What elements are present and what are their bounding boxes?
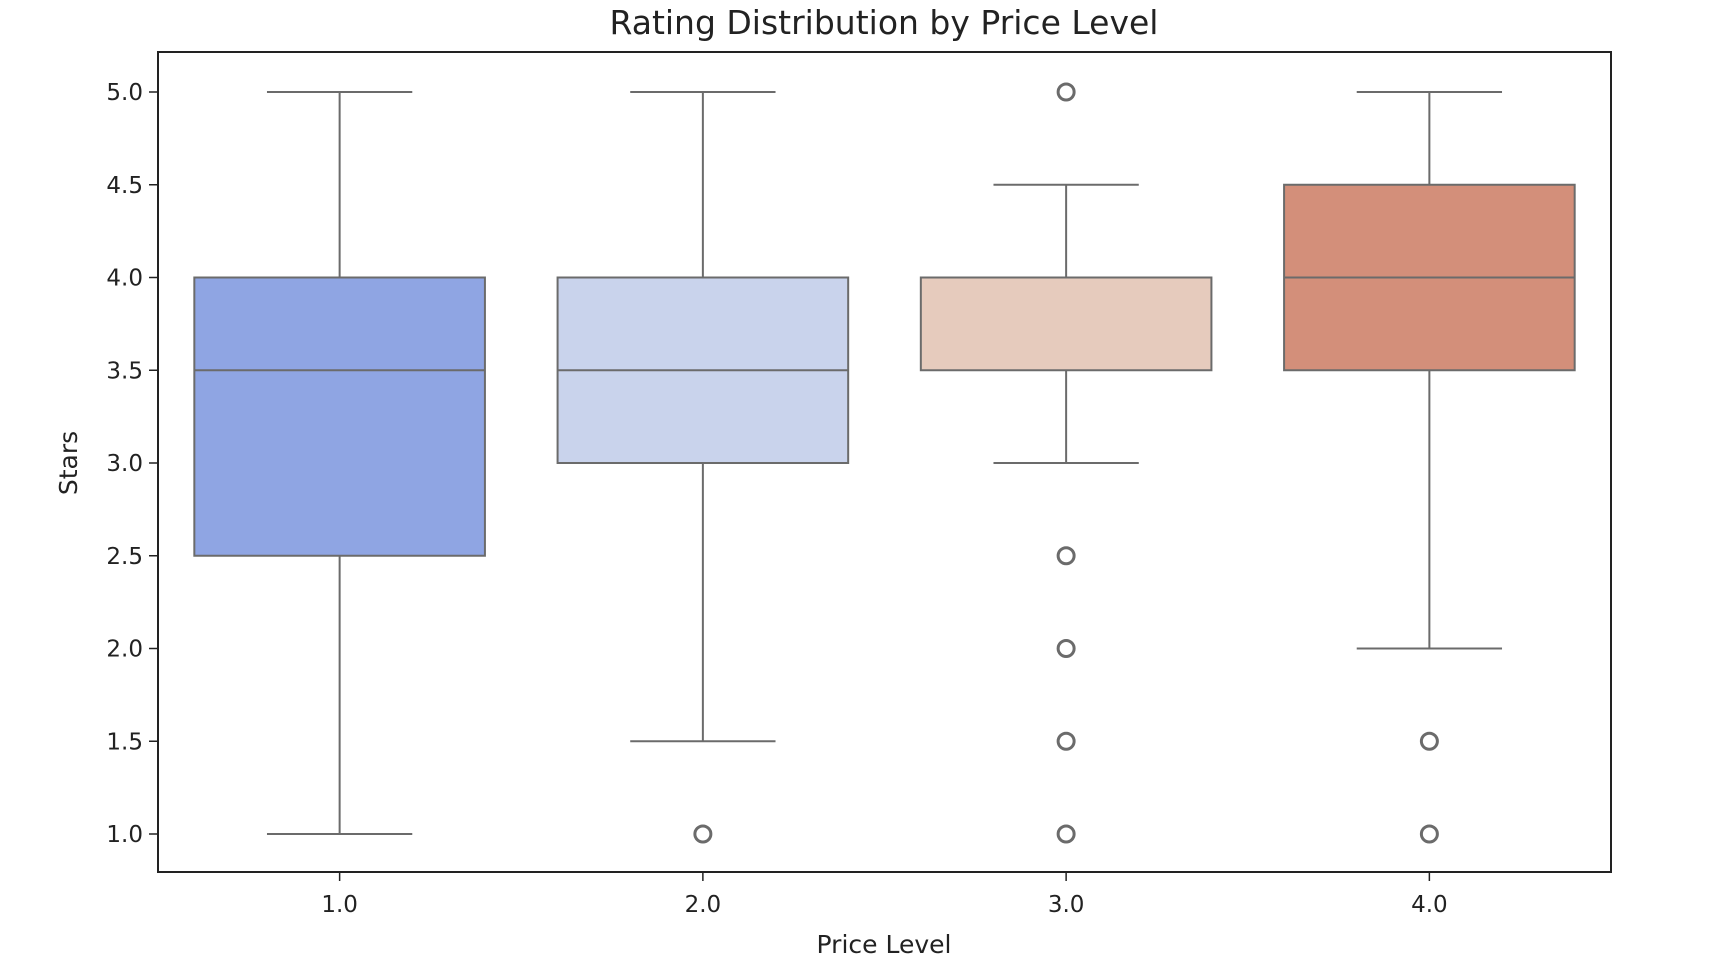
x-tick-label: 4.0 bbox=[1411, 892, 1448, 918]
outlier-point bbox=[1056, 731, 1076, 751]
chart-title: Rating Distribution by Price Level bbox=[610, 3, 1159, 42]
box-group-2.0 bbox=[556, 91, 850, 844]
x-tick-label: 1.0 bbox=[321, 892, 358, 918]
outlier-point bbox=[1419, 824, 1439, 844]
y-tick-label: 2.0 bbox=[106, 637, 143, 663]
y-tick-label: 2.5 bbox=[106, 544, 143, 570]
y-tick-label: 4.0 bbox=[106, 266, 143, 292]
box-group-1.0 bbox=[193, 91, 486, 835]
box-group-3.0 bbox=[919, 82, 1213, 844]
box-group-4.0 bbox=[1283, 91, 1576, 844]
outlier-point bbox=[1056, 824, 1076, 844]
y-tick-label: 4.5 bbox=[106, 173, 143, 199]
y-tick-label: 3.0 bbox=[106, 451, 143, 477]
plot-frame bbox=[157, 51, 1612, 873]
outlier-point bbox=[1056, 82, 1076, 102]
outlier-point bbox=[693, 824, 713, 844]
y-tick-label: 5.0 bbox=[106, 80, 143, 106]
outlier-point bbox=[1419, 731, 1439, 751]
y-tick-label: 3.5 bbox=[106, 358, 143, 384]
y-tick-label: 1.5 bbox=[106, 729, 143, 755]
y-axis-label: Stars bbox=[54, 431, 83, 495]
box-body bbox=[193, 276, 486, 557]
plot-area bbox=[193, 82, 1576, 844]
outlier-point bbox=[1056, 639, 1076, 658]
box-body bbox=[919, 276, 1213, 372]
outlier-point bbox=[1056, 546, 1076, 566]
x-axis-label: Price Level bbox=[817, 930, 952, 959]
x-tick-label: 2.0 bbox=[685, 892, 722, 918]
y-tick-label: 1.0 bbox=[106, 822, 143, 848]
x-tick-label: 3.0 bbox=[1048, 892, 1085, 918]
